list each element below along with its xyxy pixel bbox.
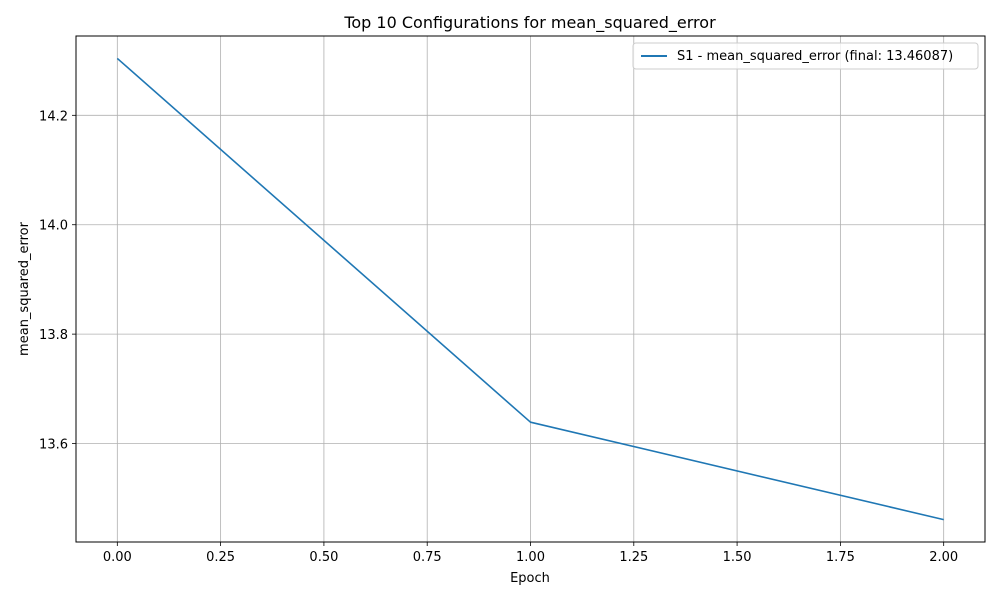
x-tick-label: 0.00 [103,550,132,565]
x-tick-label: 1.75 [826,550,855,565]
y-tick-label: 13.8 [39,328,68,343]
y-tick-label: 14.2 [39,109,68,124]
y-tick-label: 13.6 [39,438,68,453]
series-line [116,57,944,521]
x-tick-label: 0.75 [413,550,442,565]
x-tick-label: 1.00 [516,550,545,565]
y-axis-title: mean_squared_error [17,221,32,356]
x-axis-title: Epoch [510,571,550,586]
x-tick-label: 0.50 [309,550,338,565]
y-tick-label: 14.0 [39,219,68,234]
chart-title: Top 10 Configurations for mean_squared_e… [343,13,716,33]
legend: S1 - mean_squared_error (final: 13.46087… [632,42,979,70]
x-tick-label: 0.25 [206,550,235,565]
y-axis-ticks: 13.6 13.8 14.0 14.2 [39,109,76,453]
legend-box [632,42,979,70]
grid-lines [76,36,985,542]
x-tick-label: 1.50 [723,550,752,565]
series-layer [116,57,944,521]
x-axis-ticks: 0.00 0.25 0.50 0.75 1.00 1.25 1.50 1.75 2.00 [103,542,958,565]
x-tick-label: 2.00 [929,550,958,565]
x-tick-label: 1.25 [619,550,648,565]
legend-label: S1 - mean_squared_error (final: 13.46087… [677,49,953,64]
